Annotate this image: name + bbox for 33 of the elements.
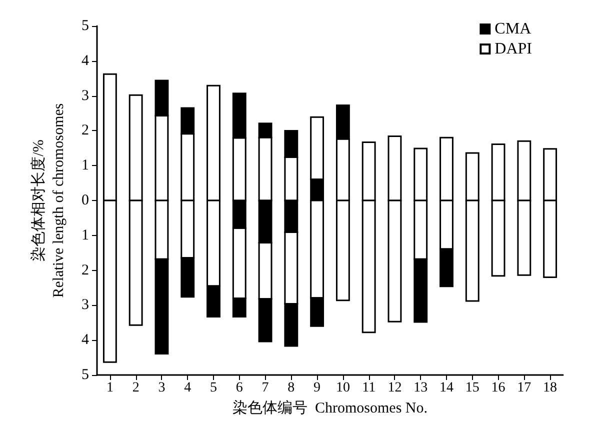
y-tick-label: 4: [82, 52, 90, 69]
x-tick-label: 2: [132, 380, 140, 396]
x-tick-label: 18: [543, 380, 558, 396]
x-axis-title: 染色体编号 Chromosomes No.: [232, 400, 428, 416]
x-tick-label: 1: [106, 380, 114, 396]
y-tick-label: 3: [82, 88, 89, 104]
x-tick-label: 5: [210, 380, 217, 396]
x-tick-label: 11: [362, 380, 376, 396]
y-tick-label: 1: [82, 227, 89, 244]
x-tick-label: 16: [491, 380, 506, 396]
y-tick-label: 2: [82, 122, 89, 139]
legend-label: DAPI: [494, 40, 532, 58]
y-tick-label: 0: [82, 192, 89, 208]
x-tick-label: 12: [388, 380, 402, 396]
x-tick-label: 9: [314, 380, 321, 396]
x-tick-label: 14: [440, 380, 454, 396]
y-tick-label: 2: [82, 262, 89, 278]
x-tick-label: 6: [236, 380, 243, 396]
x-tick-label: 17: [517, 380, 532, 396]
x-tick-label: 10: [336, 380, 350, 396]
x-tick-label: 15: [465, 380, 480, 396]
y-tick-label: 1: [82, 158, 89, 174]
x-tick-label: 3: [158, 380, 166, 396]
y-tick-label: 4: [82, 332, 90, 348]
y-axis-title: 染色体相对长度/% Relative length of chromosomes: [30, 103, 67, 298]
legend-label: CMA: [494, 20, 532, 38]
y-tick-label: 3: [82, 297, 89, 314]
x-tick-label: 8: [288, 380, 295, 396]
x-tick-label: 13: [414, 380, 428, 396]
x-tick-label: 4: [184, 380, 192, 396]
y-tick-label: 5: [82, 18, 89, 34]
x-tick-label: 7: [262, 380, 269, 396]
y-tick-label: 5: [82, 367, 89, 383]
